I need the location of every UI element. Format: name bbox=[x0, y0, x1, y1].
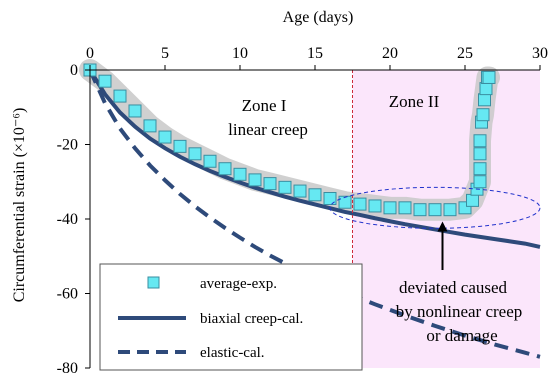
data-point bbox=[443, 203, 457, 217]
data-point bbox=[353, 197, 367, 211]
legend-label-elastic-cal: elastic-cal. bbox=[200, 345, 265, 361]
data-point bbox=[128, 104, 142, 118]
highlight-ellipse bbox=[329, 186, 541, 229]
data-point bbox=[482, 70, 496, 84]
annotation-line-3: or damage bbox=[426, 326, 497, 345]
x-axis-title: Age (days) bbox=[283, 9, 354, 26]
data-point bbox=[113, 89, 127, 103]
data-point bbox=[203, 154, 217, 168]
data-point bbox=[323, 192, 337, 206]
data-point bbox=[278, 180, 292, 194]
data-point bbox=[473, 175, 487, 189]
x-tick-label: 0 bbox=[86, 45, 94, 62]
axes: 0 5 10 15 20 25 30 0 -20 -40 -60 -80 bbox=[57, 45, 548, 376]
data-point bbox=[263, 177, 277, 191]
data-point bbox=[98, 74, 112, 88]
data-point bbox=[143, 119, 157, 133]
x-tick-label: 30 bbox=[532, 45, 548, 62]
data-point bbox=[473, 147, 487, 161]
data-point bbox=[383, 201, 397, 215]
x-tick-label: 15 bbox=[307, 45, 323, 62]
legend-label-average-exp: average-exp. bbox=[200, 276, 277, 292]
data-point bbox=[413, 203, 427, 217]
data-point bbox=[398, 201, 412, 215]
legend-label-biaxial-creep-cal: biaxial creep-cal. bbox=[200, 311, 303, 327]
data-point bbox=[308, 188, 322, 202]
annotation-arrow-head bbox=[437, 221, 448, 232]
annotations bbox=[329, 186, 541, 270]
legend-marker-average-exp bbox=[147, 276, 160, 289]
data-point bbox=[478, 93, 491, 107]
x-tick-label: 5 bbox=[161, 45, 169, 62]
annotation-line-2: by nonlinear creep bbox=[396, 302, 523, 321]
data-point bbox=[368, 199, 382, 213]
data-point bbox=[466, 193, 479, 207]
annotation-line-1: deviated caused bbox=[399, 278, 508, 297]
data-point bbox=[338, 195, 352, 209]
x-tick-label: 20 bbox=[382, 45, 398, 62]
data-point bbox=[248, 173, 262, 187]
zone-2-label: Zone II bbox=[389, 92, 440, 111]
data-point bbox=[473, 134, 487, 148]
zone-1-subtitle: linear creep bbox=[228, 120, 308, 139]
data-point bbox=[428, 203, 442, 217]
y-tick-label: 0 bbox=[70, 62, 78, 79]
data-point bbox=[188, 147, 202, 161]
legend: average-exp. biaxial creep-cal. elastic-… bbox=[99, 263, 363, 371]
data-point bbox=[293, 184, 307, 198]
data-point bbox=[173, 139, 187, 153]
data-point bbox=[476, 108, 490, 122]
data-point bbox=[218, 162, 232, 176]
x-tick-label: 10 bbox=[232, 45, 248, 62]
x-tick-label: 25 bbox=[457, 45, 473, 62]
y-tick-label: -20 bbox=[57, 137, 78, 154]
y-tick-label: -80 bbox=[57, 360, 78, 376]
data-point bbox=[479, 82, 493, 96]
y-tick-label: -40 bbox=[57, 211, 78, 228]
series-line-biaxial-creep-cal bbox=[88, 68, 541, 249]
experimental-markers bbox=[83, 63, 496, 217]
data-point bbox=[158, 130, 172, 144]
data-point bbox=[473, 162, 487, 176]
data-point bbox=[233, 167, 247, 181]
y-tick-label: -60 bbox=[57, 286, 78, 303]
y-axis-title: Circumferential strain (×10⁻⁶) bbox=[11, 108, 28, 303]
zone-1-label: Zone I bbox=[242, 96, 287, 115]
